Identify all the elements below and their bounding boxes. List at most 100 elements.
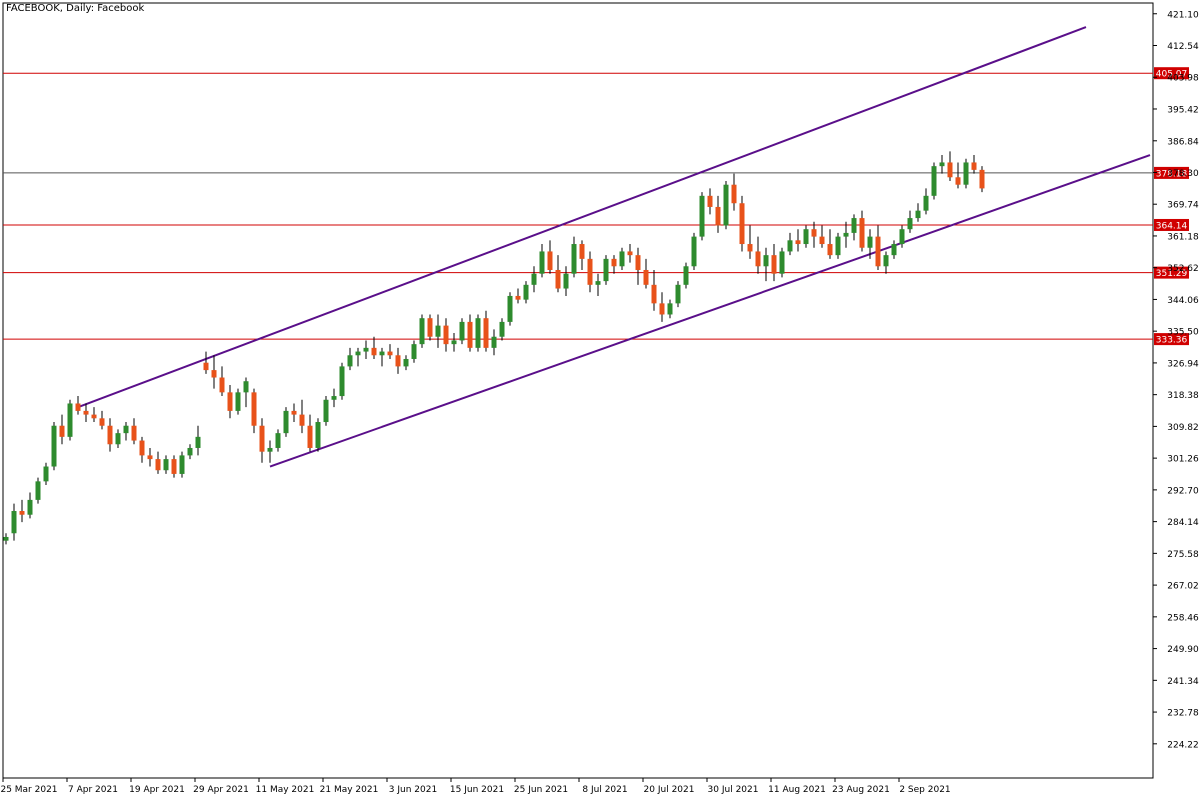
candle-body [331,396,337,400]
candle-body [339,366,345,397]
candle [99,410,105,430]
level-tag [1154,333,1189,346]
candle [515,288,521,304]
candle-body [731,184,737,204]
candle [579,240,585,270]
level-tag-label: 378.18 [1156,169,1188,179]
candle [363,340,369,359]
candle-body [603,258,609,282]
candle [731,173,737,211]
candle [59,414,65,445]
candle [755,236,761,274]
candle-body [19,511,25,515]
candle [875,225,881,270]
candle [403,355,409,371]
candle-body [667,303,673,315]
candle-body [203,362,209,371]
candle [803,225,809,248]
y-tick-label: 344.06 [1167,296,1199,306]
candle-body [467,321,473,348]
candle [331,388,337,408]
y-tick-label: 395.42 [1167,105,1199,115]
x-tick-label: 25 Mar 2021 [0,785,57,795]
y-tick-label: 369.74 [1167,201,1199,211]
candle-body [115,433,121,445]
candle [899,225,905,248]
candle [675,281,681,308]
candle [555,255,561,293]
candle [147,447,153,467]
candle [475,314,481,352]
y-tick-label: 318.38 [1167,391,1199,401]
candle-body [515,295,521,300]
candle-body [875,236,881,267]
candle [747,225,753,259]
candle-body [395,355,401,367]
candle [635,247,641,285]
candle [963,158,969,189]
candle [547,240,553,274]
candle-body [739,203,745,245]
candle [347,347,353,371]
candle-body [507,295,513,322]
candle [371,336,377,359]
y-tick-label: 386.84 [1167,137,1199,147]
candle-body [579,244,585,259]
candle-body [363,347,369,352]
y-tick-label: 421.10 [1167,10,1199,20]
candle-body [851,218,857,233]
candle [139,436,145,463]
candle-body [323,399,329,423]
candle [179,451,185,478]
candle-body [443,325,449,345]
candle-body [499,321,505,337]
candle-body [771,255,777,274]
candle [627,244,633,263]
candle-body [787,240,793,252]
candle-body [595,281,601,285]
candle-body [659,303,665,315]
x-tick-label: 19 Apr 2021 [129,785,185,795]
y-tick-label: 224.22 [1167,740,1199,750]
candle-body [619,251,625,267]
candle [539,244,545,278]
candle [275,429,281,452]
candle [795,229,801,252]
candle [779,247,785,278]
candle-body [27,499,33,515]
candle-body [211,370,217,378]
candle [595,273,601,296]
candle [787,232,793,256]
candle-body [67,403,73,437]
candle [387,344,393,359]
x-tick-label: 11 May 2021 [256,785,315,795]
candle-body [931,166,937,196]
candle-body [291,410,297,415]
level-tag [1154,266,1189,279]
candle-body [811,229,817,237]
candle [291,403,297,423]
candle [603,255,609,285]
candle-body [275,433,281,448]
candle [739,195,745,252]
candle [835,232,841,259]
candle-body [795,240,801,245]
candle [867,229,873,259]
candle-body [163,459,169,471]
candle [3,533,9,545]
candle [107,418,113,452]
candle [283,407,289,437]
candle [91,407,97,423]
candle-body [611,258,617,267]
candle [811,221,817,248]
candle [931,162,937,200]
candle-body [75,403,81,411]
candle [443,318,449,352]
candle-body [99,418,105,426]
candle-body [819,236,825,245]
candle [315,418,321,452]
candle-body [635,255,641,270]
candle-body [155,459,161,471]
channel-layer [77,26,1151,468]
